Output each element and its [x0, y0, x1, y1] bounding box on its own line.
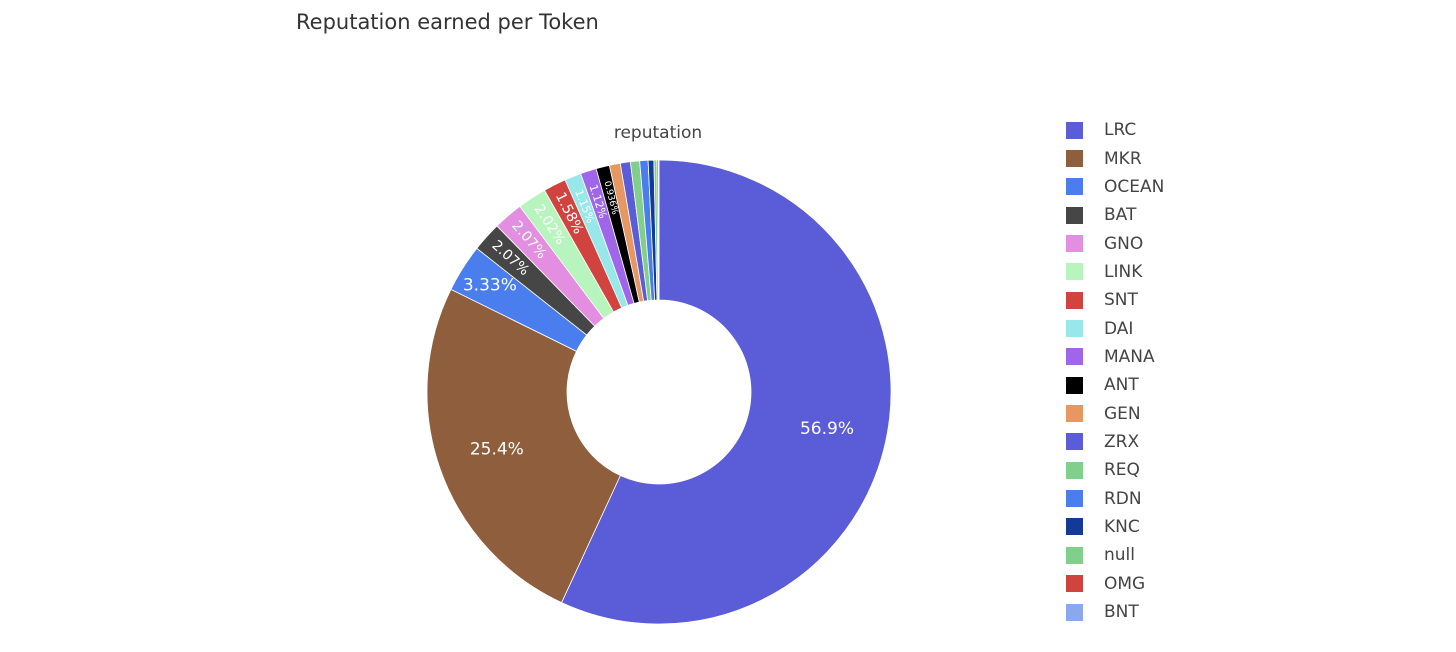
slice-label-mkr: 25.4% — [470, 439, 524, 459]
legend-label: GNO — [1104, 233, 1144, 254]
legend-item-req[interactable]: REQ — [1066, 456, 1164, 484]
legend-swatch — [1066, 490, 1083, 508]
legend-item-lrc[interactable]: LRC — [1066, 116, 1164, 144]
legend-swatch — [1066, 405, 1083, 423]
chart-title: Reputation earned per Token — [296, 10, 599, 34]
legend-item-omg[interactable]: OMG — [1066, 570, 1164, 598]
legend-item-dai[interactable]: DAI — [1066, 314, 1164, 342]
slice-lrc[interactable] — [561, 159, 892, 625]
legend-item-ant[interactable]: ANT — [1066, 371, 1164, 399]
legend-label: OCEAN — [1104, 176, 1165, 197]
slice-mkr[interactable] — [426, 288, 621, 604]
legend-item-knc[interactable]: KNC — [1066, 513, 1164, 541]
slice-label-lrc: 56.9% — [800, 419, 854, 439]
legend-swatch — [1066, 603, 1083, 621]
legend-swatch — [1066, 348, 1083, 366]
legend-swatch — [1066, 575, 1083, 593]
legend-swatch — [1066, 235, 1083, 253]
legend-label: REQ — [1104, 460, 1140, 481]
legend-item-bnt[interactable]: BNT — [1066, 598, 1164, 626]
legend-item-ocean[interactable]: OCEAN — [1066, 173, 1164, 201]
legend-label: GEN — [1104, 403, 1141, 424]
legend-label: BAT — [1104, 205, 1137, 226]
legend-item-gno[interactable]: GNO — [1066, 229, 1164, 257]
legend-swatch — [1066, 518, 1083, 536]
legend-item-mana[interactable]: MANA — [1066, 343, 1164, 371]
slice-bnt[interactable] — [657, 159, 660, 301]
legend-swatch — [1066, 121, 1083, 139]
legend-item-link[interactable]: LINK — [1066, 258, 1164, 286]
legend-swatch — [1066, 546, 1083, 564]
legend-label: OMG — [1104, 573, 1146, 594]
legend-swatch — [1066, 320, 1083, 338]
legend-label: MANA — [1104, 346, 1155, 367]
legend-swatch — [1066, 461, 1083, 479]
legend-swatch — [1066, 433, 1083, 451]
legend-item-bat[interactable]: BAT — [1066, 201, 1164, 229]
legend-item-gen[interactable]: GEN — [1066, 399, 1164, 427]
legend-swatch — [1066, 206, 1083, 224]
legend-item-rdn[interactable]: RDN — [1066, 484, 1164, 512]
legend-swatch — [1066, 178, 1083, 196]
legend-item-null[interactable]: null — [1066, 541, 1164, 569]
legend-item-snt[interactable]: SNT — [1066, 286, 1164, 314]
legend-label: DAI — [1104, 318, 1134, 339]
legend-label: MKR — [1104, 148, 1142, 169]
legend-label: LRC — [1104, 120, 1137, 141]
legend-swatch — [1066, 263, 1083, 281]
legend-item-zrx[interactable]: ZRX — [1066, 428, 1164, 456]
legend-label: ZRX — [1104, 431, 1140, 452]
legend: LRC MKR OCEAN BAT GNO LINK SNT DAI MANA ANT GEN ZRX… — [1066, 116, 1164, 626]
legend-swatch — [1066, 376, 1083, 394]
legend-item-mkr[interactable]: MKR — [1066, 144, 1164, 172]
chart-subtitle: reputation — [614, 123, 702, 143]
slice-label-ocean: 3.33% — [463, 275, 517, 295]
legend-label: KNC — [1104, 516, 1140, 537]
legend-label: SNT — [1104, 290, 1138, 311]
legend-swatch — [1066, 150, 1083, 168]
legend-label: BNT — [1104, 602, 1139, 623]
legend-swatch — [1066, 291, 1083, 309]
legend-label: ANT — [1104, 375, 1139, 396]
legend-label: null — [1104, 545, 1135, 566]
legend-label: LINK — [1104, 261, 1143, 282]
donut-slices — [426, 159, 892, 625]
legend-label: RDN — [1104, 488, 1142, 509]
